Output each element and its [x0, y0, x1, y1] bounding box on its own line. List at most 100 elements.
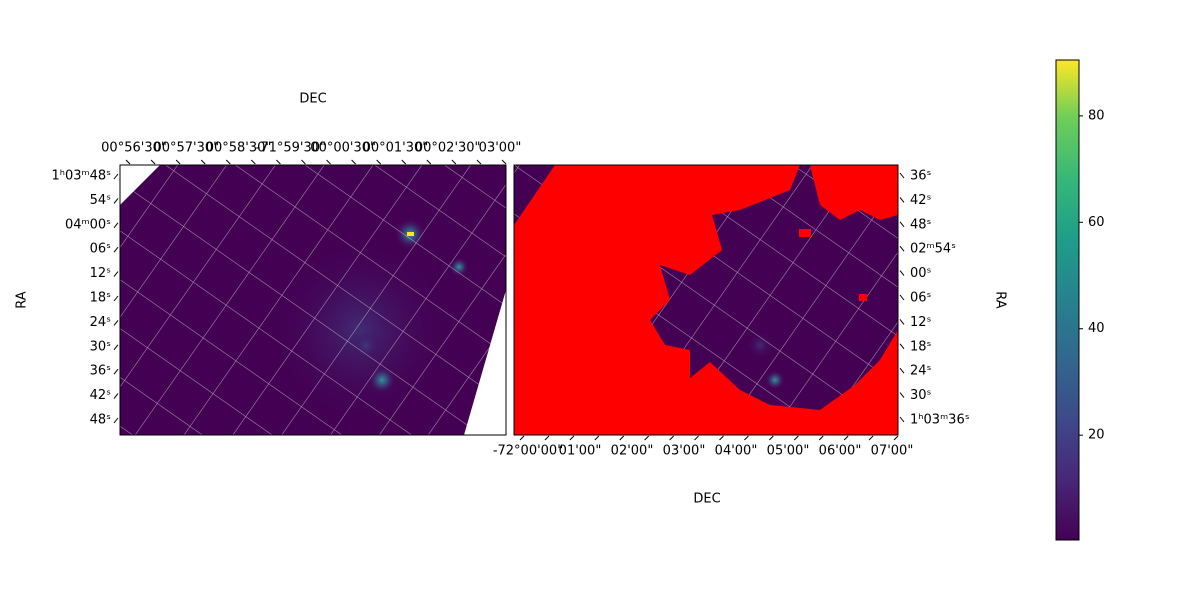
x-tick-mark: [719, 435, 724, 441]
y-tick-label: 00ˢ: [910, 266, 932, 281]
x-tick-mark: [644, 435, 650, 441]
y-tick-label: 36ˢ: [910, 169, 932, 184]
y-tick-mark: [899, 367, 905, 374]
colorbar-tick-label: 40: [1088, 321, 1105, 336]
y-tick-mark: [113, 246, 119, 253]
y-tick-mark: [113, 368, 119, 375]
x-tick-mark: [351, 159, 356, 165]
x-tick-mark: [544, 435, 550, 441]
x-tick-label: 07'00": [871, 444, 914, 459]
y-tick-mark: [113, 344, 119, 351]
y-tick-label: 18ˢ: [910, 339, 932, 354]
y-tick-mark: [899, 270, 905, 276]
right-image: [514, 165, 898, 435]
y-tick-mark: [113, 173, 119, 180]
x-tick-mark: [843, 435, 849, 441]
x-tick-mark: [225, 159, 231, 165]
y-axis-label: RA: [993, 291, 1008, 309]
y-tick-mark: [113, 198, 119, 204]
x-tick-label: 00°02'30": [415, 141, 481, 156]
x-tick-mark: [768, 435, 774, 441]
x-tick-mark: [893, 435, 899, 441]
y-tick-mark: [113, 271, 119, 277]
y-tick-mark: [899, 416, 905, 423]
x-tick-mark: [401, 159, 407, 165]
x-tick-label: 04'00": [715, 444, 758, 459]
colorbar-tick-label: 60: [1088, 215, 1105, 230]
y-tick-mark: [899, 221, 905, 228]
colorbar-tick-label: 20: [1088, 428, 1105, 443]
x-tick-mark: [569, 435, 575, 441]
y-tick-label: 30ˢ: [90, 339, 112, 354]
x-tick-mark: [519, 435, 525, 441]
x-tick-mark: [868, 435, 874, 441]
y-tick-mark: [113, 295, 119, 302]
x-tick-mark: [694, 435, 699, 441]
x-tick-label: -71°59'30": [256, 141, 326, 156]
x-tick-label: 05'00": [767, 444, 810, 459]
y-tick-label: 06ˢ: [90, 242, 112, 257]
y-tick-label: 12ˢ: [90, 266, 112, 281]
y-tick-label: 42ˢ: [910, 193, 932, 208]
x-tick-mark: [744, 435, 749, 441]
x-tick-mark: [301, 159, 306, 165]
y-tick-mark: [899, 343, 905, 350]
colorbar-tick-label: 80: [1088, 108, 1105, 123]
y-tick-label: 24ˢ: [910, 364, 932, 379]
x-tick-label: 00°00'30": [310, 141, 376, 156]
x-tick-mark: [594, 435, 600, 441]
x-tick-mark: [501, 159, 507, 165]
x-tick-mark: [125, 159, 131, 165]
x-axis-label: DEC: [299, 92, 326, 107]
x-tick-mark: [326, 159, 331, 165]
x-tick-mark: [150, 159, 156, 165]
y-tick-label: 36ˢ: [90, 364, 112, 379]
x-tick-mark: [818, 435, 824, 441]
y-tick-mark: [899, 245, 905, 252]
y-tick-label: 24ˢ: [90, 315, 112, 330]
y-tick-label: 1ʰ03ᵐ48ˢ: [51, 169, 111, 184]
y-tick-label: 02ᵐ54ˢ: [910, 242, 956, 257]
x-tick-label: 02'00": [611, 444, 654, 459]
y-tick-mark: [899, 392, 905, 398]
x-tick-mark: [276, 159, 281, 165]
x-tick-label: -72°00'00": [493, 444, 563, 459]
y-tick-label: 12ˢ: [910, 315, 932, 330]
x-tick-mark: [451, 159, 457, 165]
y-tick-label: 54ˢ: [90, 193, 112, 208]
y-tick-mark: [899, 197, 905, 203]
left-frame: [119, 164, 507, 436]
x-tick-mark: [175, 159, 181, 165]
y-tick-mark: [113, 222, 119, 229]
y-tick-mark: [113, 417, 119, 424]
x-tick-label: 06'00": [819, 444, 862, 459]
x-tick-label: 00°01'30": [363, 141, 429, 156]
x-tick-mark: [619, 435, 625, 441]
y-tick-mark: [899, 172, 905, 179]
x-axis-label: DEC: [693, 492, 720, 507]
x-tick-label: 01'00": [559, 444, 602, 459]
x-tick-mark: [426, 159, 432, 165]
x-tick-mark: [669, 435, 674, 441]
x-tick-mark: [250, 159, 256, 165]
colorbar: [1055, 59, 1080, 541]
x-tick-label: 00°58'30": [206, 141, 272, 156]
y-tick-label: 06ˢ: [910, 291, 932, 306]
y-tick-mark: [899, 294, 905, 301]
right-frame: [513, 164, 899, 436]
y-tick-mark: [113, 320, 119, 326]
y-tick-label: 04ᵐ00ˢ: [65, 217, 111, 232]
x-tick-label: 03'00": [479, 141, 522, 156]
x-tick-label: 00°57'30": [153, 141, 219, 156]
y-tick-mark: [899, 319, 905, 325]
left-image: [120, 165, 506, 435]
x-tick-mark: [793, 435, 799, 441]
x-tick-label: 00°56'30": [101, 141, 167, 156]
x-tick-label: 03'00": [663, 444, 706, 459]
x-tick-mark: [376, 159, 382, 165]
x-tick-mark: [200, 159, 206, 165]
y-tick-mark: [113, 393, 119, 399]
x-tick-mark: [476, 159, 482, 165]
y-axis-label: RA: [15, 291, 30, 309]
